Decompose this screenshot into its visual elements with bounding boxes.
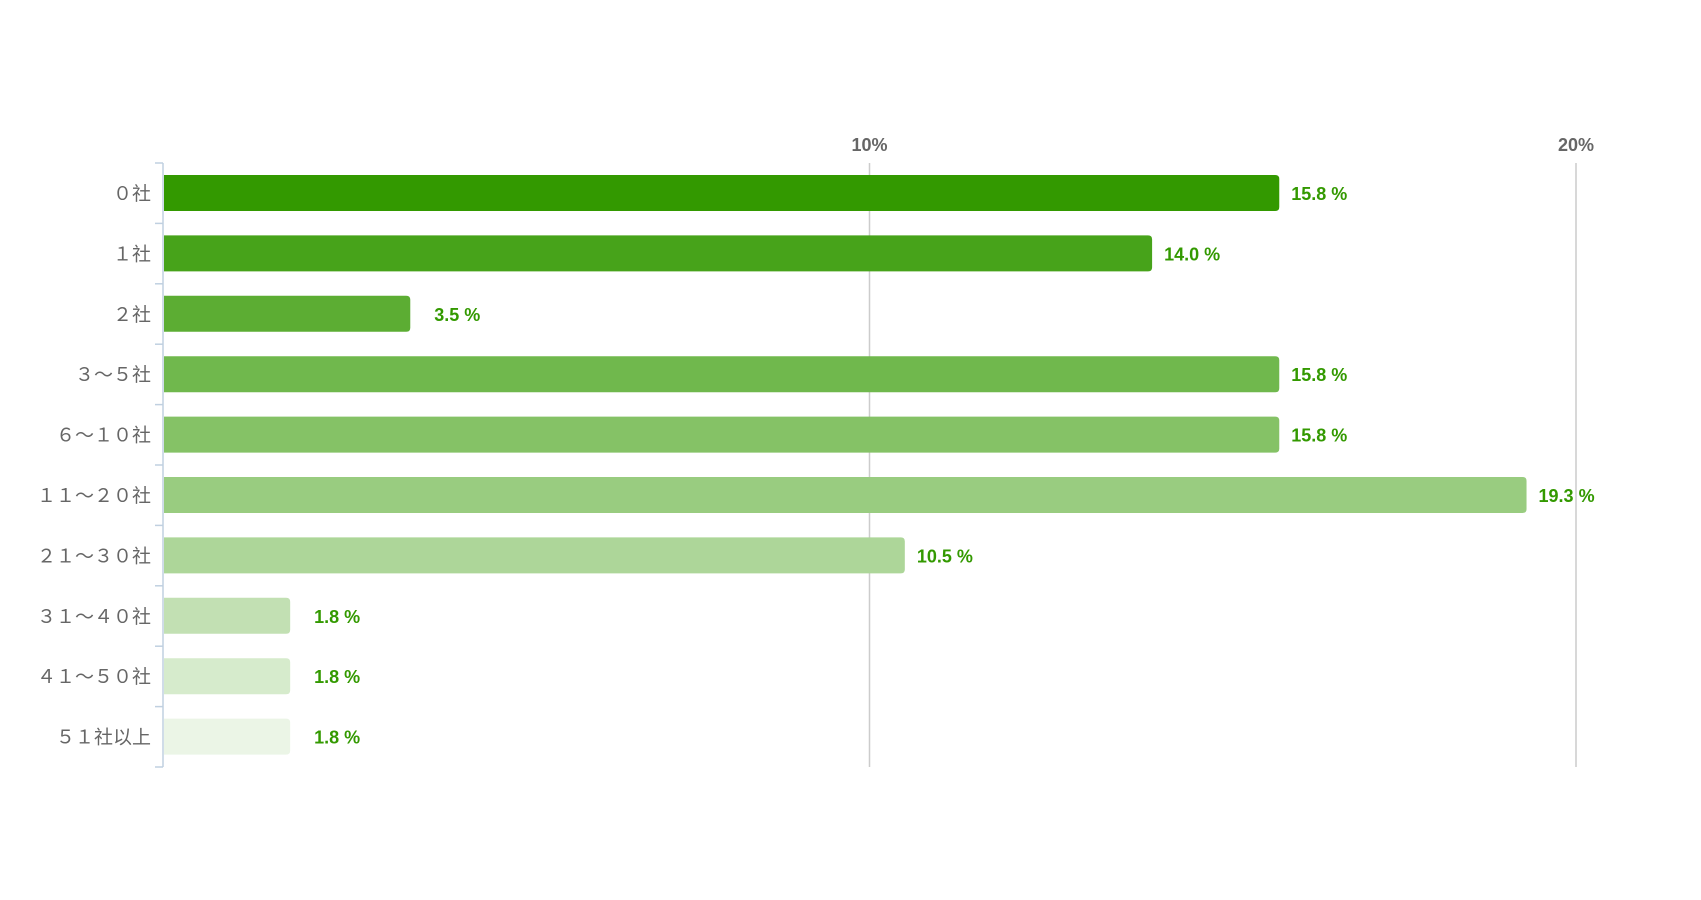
category-label: ４１～５０社 xyxy=(37,666,151,688)
bar xyxy=(164,658,291,695)
bar xyxy=(164,477,1527,513)
category-label: ３１～４０社 xyxy=(37,606,151,628)
value-label: 15.8 % xyxy=(1291,365,1347,385)
value-label: 15.8 % xyxy=(1291,426,1347,446)
x-tick-label: 20% xyxy=(1558,135,1594,155)
bar xyxy=(164,356,1280,393)
category-label: ０社 xyxy=(113,183,151,205)
bar xyxy=(164,537,905,574)
value-label: 3.5 % xyxy=(434,305,480,325)
gridlines: 10% 20% xyxy=(851,135,1594,767)
category-label: ６～１０社 xyxy=(56,425,151,447)
bars: 15.8 % 14.0 % 3.5 % 15.8 % 15.8 % 19.3 % 10.5 … xyxy=(164,175,1595,755)
value-label: 1.8 % xyxy=(314,728,360,748)
value-label: 14.0 % xyxy=(1164,244,1220,264)
bar xyxy=(164,718,291,755)
bar xyxy=(164,416,1280,453)
value-label: 19.3 % xyxy=(1539,486,1595,506)
value-label: 15.8 % xyxy=(1291,184,1347,204)
category-label: １１～２０社 xyxy=(37,485,151,507)
bar xyxy=(164,295,411,332)
category-label: １社 xyxy=(113,243,151,265)
bar xyxy=(164,175,1280,211)
category-label: ２１～３０社 xyxy=(37,545,151,567)
y-axis: ０社 １社 ２社 ３～５社 ６～１０社 １１～２０社 ２１～３０社 ３１～４０社 ４１～５０社 ５… xyxy=(37,162,164,768)
category-label: ３～５社 xyxy=(75,364,151,386)
value-label: 1.8 % xyxy=(314,667,360,687)
bar xyxy=(164,597,291,634)
value-label: 10.5 % xyxy=(917,546,973,566)
bar xyxy=(164,235,1153,272)
category-label: ５１社以上 xyxy=(56,727,151,749)
value-label: 1.8 % xyxy=(314,607,360,627)
x-tick-label: 10% xyxy=(851,135,887,155)
category-label: ２社 xyxy=(113,304,151,326)
